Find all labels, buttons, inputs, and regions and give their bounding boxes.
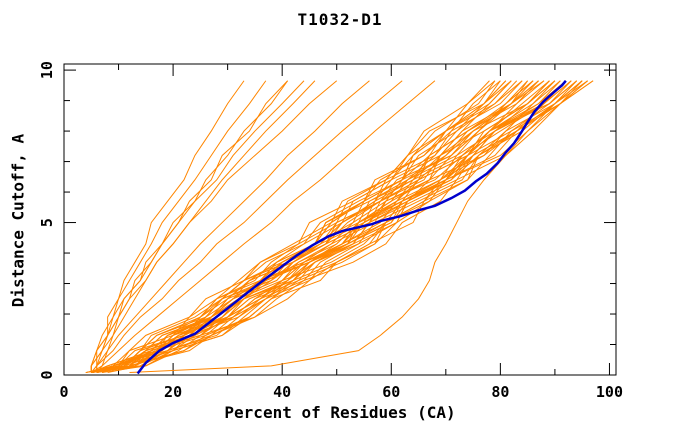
model-curve bbox=[90, 80, 338, 373]
model-curve bbox=[91, 80, 523, 374]
y-axis-title: Distance Cutoff, A bbox=[8, 133, 28, 308]
model-curve bbox=[91, 80, 490, 374]
model-curve bbox=[91, 80, 588, 374]
model-curve bbox=[91, 80, 518, 374]
model-curve bbox=[96, 80, 501, 374]
model-curve bbox=[91, 80, 507, 374]
model-curve bbox=[91, 80, 539, 374]
model-curve bbox=[90, 80, 403, 373]
x-axis-title: Percent of Residues (CA) bbox=[224, 403, 456, 422]
y-tick-label: 0 bbox=[38, 370, 56, 379]
model-curve bbox=[85, 80, 512, 374]
x-tick-label: 60 bbox=[382, 383, 400, 401]
model-curve bbox=[85, 80, 496, 374]
model-curve bbox=[91, 80, 539, 374]
y-tick-label: 10 bbox=[38, 61, 56, 79]
plot-frame bbox=[63, 63, 617, 376]
x-tick-label: 0 bbox=[59, 383, 68, 401]
highlight-curve bbox=[136, 79, 567, 375]
x-tick-label: 100 bbox=[596, 383, 623, 401]
x-tick-label: 40 bbox=[273, 383, 291, 401]
model-curve bbox=[91, 80, 545, 374]
x-tick-label: 80 bbox=[491, 383, 509, 401]
model-curve bbox=[102, 80, 550, 374]
model-curve bbox=[91, 80, 512, 374]
y-tick-label: 5 bbox=[38, 218, 56, 227]
model-curve bbox=[91, 80, 512, 374]
model-curve bbox=[91, 80, 436, 373]
x-tick-label: 20 bbox=[164, 383, 182, 401]
model-curve bbox=[91, 80, 507, 374]
model-curve bbox=[91, 80, 594, 374]
model-curve bbox=[90, 80, 305, 373]
model-curve bbox=[90, 80, 267, 373]
chart-title: T1032-D1 bbox=[297, 10, 383, 29]
model-curve bbox=[129, 80, 583, 374]
model-curve bbox=[91, 80, 534, 374]
model-curve bbox=[96, 80, 370, 373]
model-curve bbox=[96, 80, 572, 374]
model-curve bbox=[91, 80, 501, 374]
